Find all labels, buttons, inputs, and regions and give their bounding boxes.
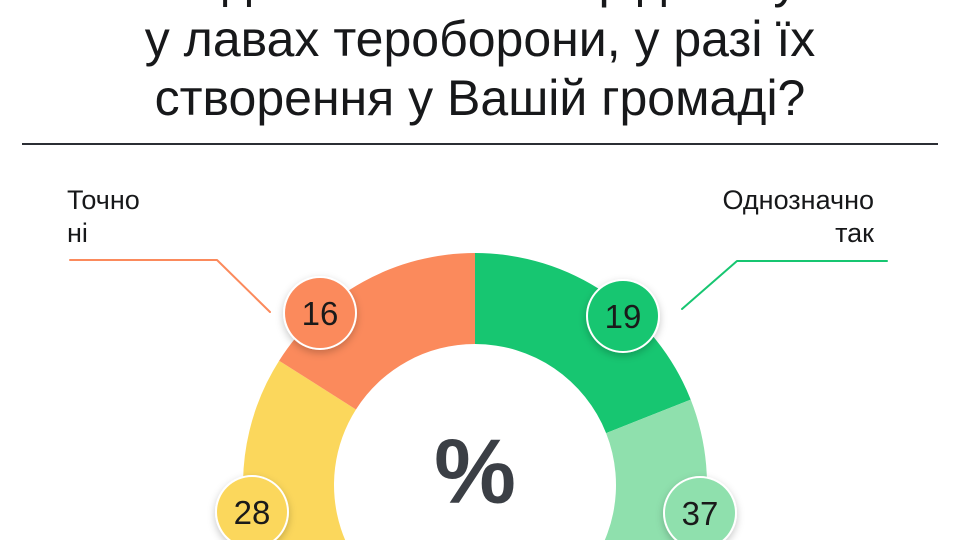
svg-text:28: 28 — [234, 494, 271, 531]
svg-text:19: 19 — [605, 298, 642, 335]
svg-text:37: 37 — [682, 495, 719, 532]
svg-text:16: 16 — [302, 295, 339, 332]
